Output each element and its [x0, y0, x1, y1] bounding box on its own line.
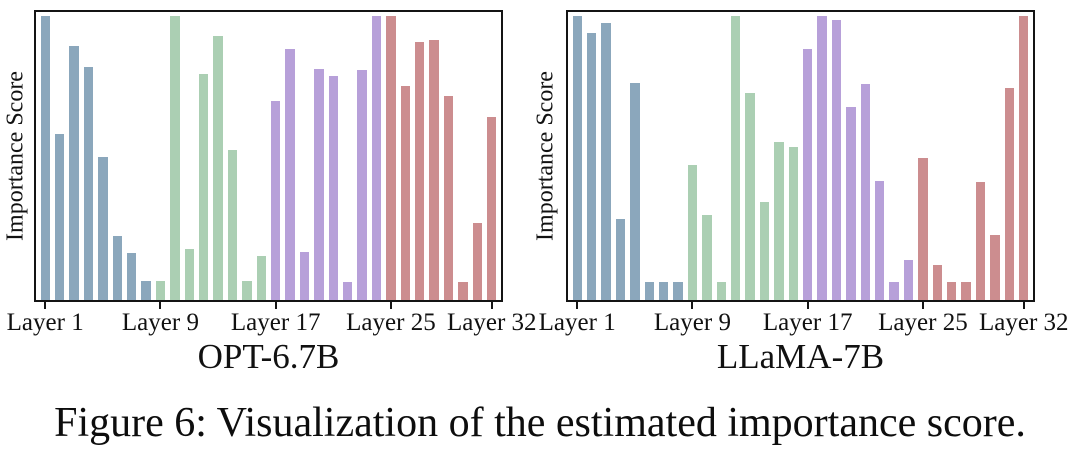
x-tick-label-layer-25: Layer 25 — [346, 309, 436, 336]
bar-layer-1 — [572, 16, 582, 300]
bar-layer-20 — [846, 106, 856, 300]
bar-layer-23 — [357, 70, 367, 300]
bar-layer-31 — [1004, 88, 1015, 300]
x-tick-label-layer-17: Layer 17 — [230, 309, 321, 336]
bar-layer-25 — [386, 16, 396, 300]
bar-layer-30 — [990, 234, 1000, 300]
bar-layer-7 — [658, 281, 669, 300]
x-tick-layer-17 — [806, 302, 809, 309]
bar-layer-32 — [1019, 16, 1029, 300]
bar-layer-11 — [184, 249, 194, 300]
bar-layer-18 — [817, 16, 827, 300]
bar-layer-6 — [644, 281, 654, 300]
bar-layer-30 — [458, 281, 468, 300]
bar-layer-13 — [213, 35, 223, 300]
bar-layer-31 — [472, 223, 483, 300]
bar-layer-16 — [256, 256, 266, 300]
bar-layer-3 — [601, 23, 611, 300]
x-tick-layer-1 — [44, 302, 47, 309]
bar-layer-11 — [716, 281, 726, 300]
bar-layer-14 — [227, 149, 238, 300]
bar-layer-19 — [831, 20, 842, 300]
x-tick-layer-32 — [1022, 302, 1025, 309]
x-tick-layer-25 — [389, 302, 392, 309]
y-axis-label-opt: Importance Score — [2, 71, 29, 241]
bar-layer-21 — [860, 84, 871, 300]
bar-layer-8 — [673, 281, 683, 300]
bar-layer-16 — [788, 146, 798, 300]
bar-layer-26 — [400, 85, 411, 300]
bar-layer-10 — [170, 16, 180, 300]
bar-layer-24 — [903, 260, 914, 300]
bar-layer-13 — [745, 92, 755, 300]
bar-layer-17 — [271, 101, 281, 300]
bar-layer-15 — [242, 280, 252, 300]
bar-layer-7 — [126, 253, 137, 300]
bar-layer-28 — [961, 282, 971, 300]
bar-layer-17 — [803, 48, 813, 300]
plot-area-opt — [34, 10, 503, 302]
bar-layer-20 — [314, 68, 324, 300]
bar-layer-25 — [918, 158, 928, 300]
bar-layer-9 — [155, 280, 166, 300]
bar-layer-28 — [429, 40, 439, 300]
bar-layer-14 — [759, 202, 770, 300]
bar-layer-32 — [487, 116, 497, 300]
x-tick-layer-1 — [576, 302, 579, 309]
bar-layer-29 — [443, 95, 454, 300]
x-tick-layer-25 — [921, 302, 924, 309]
bar-layer-2 — [54, 133, 65, 300]
plot-area-llama — [566, 10, 1035, 302]
chart-title-opt: OPT-6.7B — [197, 337, 340, 376]
x-tick-layer-17 — [274, 302, 277, 309]
x-tick-layer-9 — [691, 302, 694, 309]
x-tick-label-layer-1: Layer 1 — [538, 309, 616, 336]
bar-layer-22 — [343, 281, 353, 300]
bar-layer-19 — [299, 252, 310, 300]
x-tick-label-layer-1: Layer 1 — [6, 309, 84, 336]
y-axis-label-llama: Importance Score — [532, 71, 559, 241]
bar-layer-10 — [702, 214, 712, 300]
x-tick-label-layer-9: Layer 9 — [653, 309, 731, 336]
bar-layer-21 — [328, 75, 339, 300]
bar-layer-12 — [730, 16, 741, 300]
bar-layer-27 — [947, 282, 957, 300]
bar-layer-15 — [774, 142, 784, 300]
bar-layer-12 — [198, 74, 209, 300]
bar-layer-9 — [687, 165, 698, 300]
bar-layer-26 — [932, 264, 943, 300]
bar-layer-24 — [371, 16, 382, 300]
bar-layer-5 — [98, 156, 108, 300]
bar-layer-1 — [40, 16, 50, 300]
bar-layer-22 — [875, 180, 885, 300]
bar-layer-6 — [112, 236, 122, 300]
x-tick-label-layer-32: Layer 32 — [979, 309, 1069, 336]
bar-layer-4 — [83, 67, 94, 300]
bar-layer-2 — [586, 33, 597, 300]
bar-layer-4 — [615, 219, 626, 300]
bar-layer-23 — [889, 282, 899, 300]
bar-layer-27 — [415, 41, 425, 300]
bar-layer-8 — [141, 280, 151, 300]
figure-caption: Figure 6: Visualization of the estimated… — [54, 400, 1026, 446]
x-axis-opt: Layer 1 Layer 9 Layer 17 Layer 25 Layer 32 — [7, 302, 537, 344]
x-tick-label-layer-9: Layer 9 — [121, 309, 199, 336]
chart-title-llama: LLaMA-7B — [716, 337, 885, 376]
x-tick-layer-9 — [159, 302, 162, 309]
x-tick-label-layer-25: Layer 25 — [878, 309, 968, 336]
x-tick-label-layer-32: Layer 32 — [447, 309, 537, 336]
x-tick-label-layer-17: Layer 17 — [762, 309, 853, 336]
x-axis-llama: Layer 1 Layer 9 Layer 17 Layer 25 Layer 32 — [539, 302, 1069, 344]
x-tick-layer-32 — [490, 302, 493, 309]
bar-layer-3 — [69, 45, 79, 300]
bar-layer-18 — [285, 48, 295, 300]
bar-layer-5 — [630, 82, 640, 300]
bar-layer-29 — [975, 182, 986, 300]
